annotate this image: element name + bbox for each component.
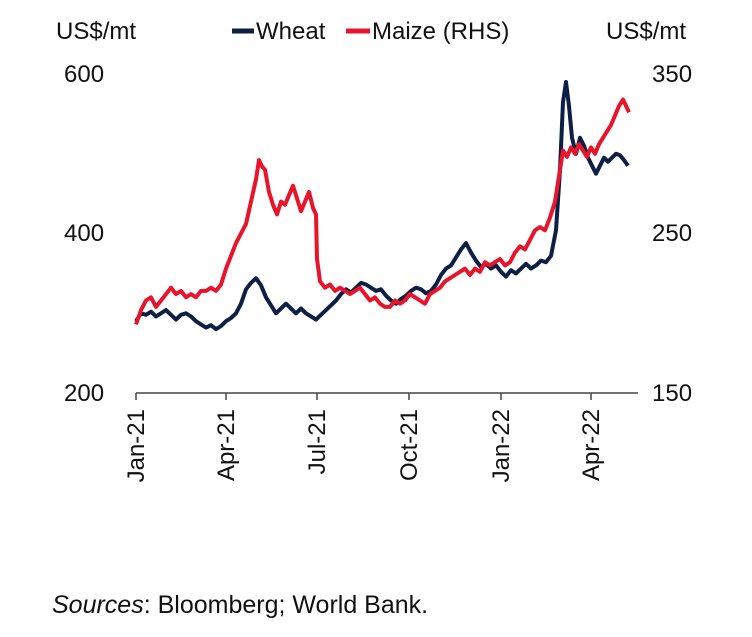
legend-wheat-label: Wheat bbox=[256, 18, 326, 45]
x-tick-label: Jan-22 bbox=[488, 409, 515, 482]
legend: Wheat Maize (RHS) bbox=[232, 18, 509, 45]
right-tick-label: 350 bbox=[652, 61, 692, 88]
source-note: Sources: Bloomberg; World Bank. bbox=[52, 591, 428, 620]
right-axis-unit: US$/mt bbox=[606, 18, 686, 45]
left-tick-label: 200 bbox=[64, 380, 104, 407]
chart: Wheat Maize (RHS) US$/mt US$/mt 600 400 … bbox=[56, 18, 692, 482]
left-axis-unit: US$/mt bbox=[56, 18, 136, 45]
x-axis-ticks bbox=[135, 393, 592, 400]
source-prefix: Sources bbox=[52, 591, 144, 619]
x-tick-label: Jan-21 bbox=[123, 409, 150, 482]
x-tick-label: Jul-21 bbox=[304, 409, 331, 474]
source-text: : Bloomberg; World Bank. bbox=[143, 591, 429, 619]
x-tick-label: Oct-21 bbox=[396, 409, 423, 481]
x-tick-label: Apr-22 bbox=[578, 409, 605, 481]
x-axis-labels: Jan-21 Apr-21 Jul-21 Oct-21 Jan-22 Apr-22 bbox=[123, 409, 605, 482]
left-tick-label: 400 bbox=[64, 220, 104, 247]
x-tick-label: Apr-21 bbox=[213, 409, 240, 481]
right-tick-label: 150 bbox=[652, 380, 692, 407]
right-tick-label: 250 bbox=[652, 220, 692, 247]
left-tick-label: 600 bbox=[64, 61, 104, 88]
legend-maize-label: Maize (RHS) bbox=[372, 18, 509, 45]
series-line-maize bbox=[134, 97, 631, 326]
